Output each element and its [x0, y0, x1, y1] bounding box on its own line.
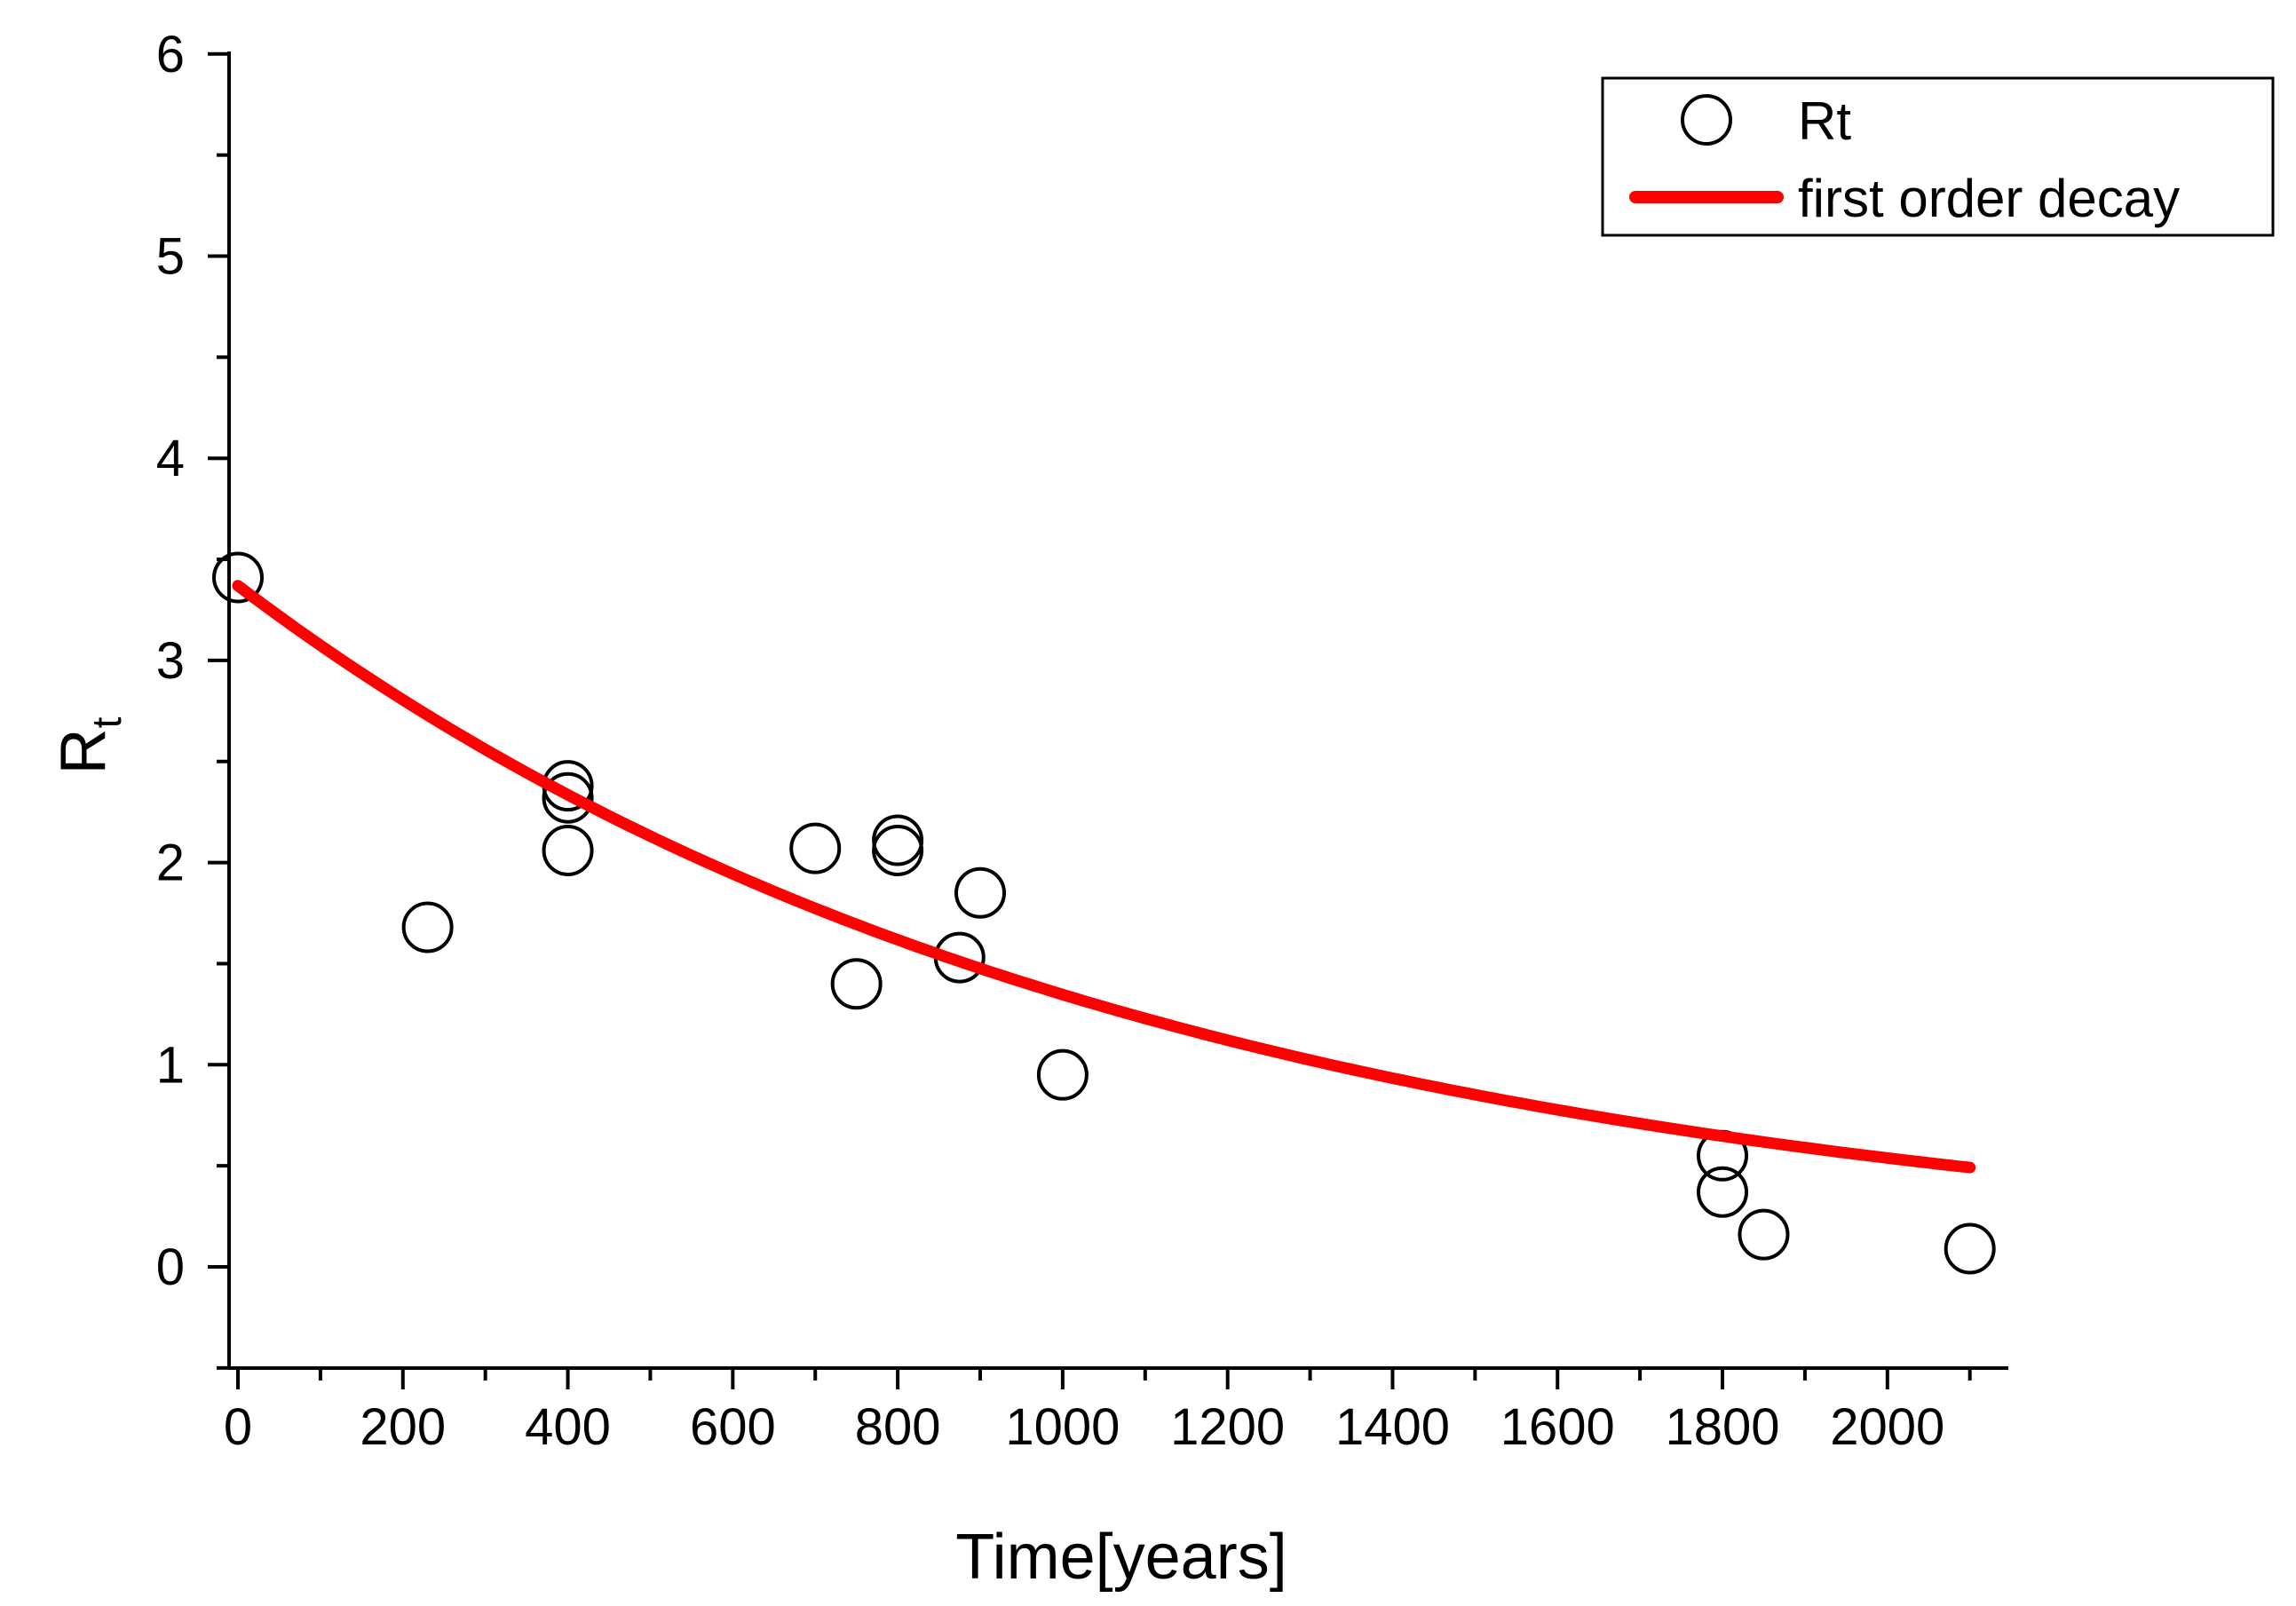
x-tick-label: 1800: [1666, 1398, 1780, 1456]
x-tick-label: 800: [855, 1398, 941, 1456]
legend-label-rt: Rt: [1798, 91, 1851, 151]
data-point: [830, 958, 883, 1010]
x-tick-label: 0: [224, 1398, 252, 1456]
y-axis-title-subscript: t: [83, 716, 130, 728]
x-tick-label: 1000: [1005, 1398, 1120, 1456]
axes: [227, 51, 2008, 1370]
decay-fit-line: [232, 580, 1976, 1174]
y-axis-title: Rt: [48, 716, 130, 774]
x-tick-label: 200: [360, 1398, 446, 1456]
x-tick-label: 1600: [1500, 1398, 1615, 1456]
y-tick-label: 4: [156, 430, 185, 487]
data-point: [542, 771, 594, 824]
data-point: [872, 814, 924, 866]
plot-area: [212, 551, 1996, 1275]
data-point: [1944, 1222, 1996, 1275]
data-point: [789, 822, 842, 874]
y-tick-label: 0: [156, 1238, 185, 1296]
data-point: [212, 551, 264, 604]
legend-box: [1601, 76, 2275, 237]
data-point: [1697, 1166, 1749, 1218]
legend: Rt first order decay: [1601, 76, 2275, 237]
data-point: [542, 824, 594, 876]
y-axis-title-main: R: [48, 728, 119, 774]
x-tick-label: 400: [525, 1398, 611, 1456]
y-tick-label: 3: [156, 632, 185, 690]
x-axis-title: Time[years]: [955, 1522, 1287, 1593]
x-tick-label: 1400: [1335, 1398, 1450, 1456]
x-tick-label: 600: [690, 1398, 776, 1456]
y-tick-label: 2: [156, 835, 185, 892]
legend-label-decay: first order decay: [1798, 169, 2180, 228]
data-point: [1738, 1208, 1790, 1261]
legend-marker-rt: [1681, 94, 1732, 146]
data-point: [401, 901, 454, 953]
x-tick-label: 1200: [1170, 1398, 1285, 1456]
data-point: [1036, 1048, 1089, 1101]
data-point: [954, 866, 1007, 919]
y-tick-label: 1: [156, 1036, 185, 1094]
svg-text:Rt: Rt: [48, 716, 130, 774]
x-axis-ticks: 0 200 400 600 800 1000 1200 1400 1600 1800 2000: [224, 1368, 1972, 1456]
data-point: [872, 824, 924, 876]
y-tick-label: 5: [156, 228, 185, 286]
y-tick-label: 6: [156, 26, 185, 83]
x-tick-label: 2000: [1830, 1398, 1944, 1456]
y-axis-ticks: 0 1 2 3 4 5 6: [156, 26, 229, 1370]
